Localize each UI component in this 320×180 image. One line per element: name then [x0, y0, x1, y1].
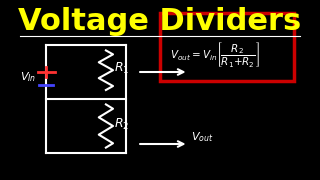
- Text: $R_2$: $R_2$: [115, 117, 130, 132]
- Text: Voltage Dividers: Voltage Dividers: [18, 7, 302, 36]
- Text: $V_{In}$: $V_{In}$: [20, 71, 37, 84]
- Text: $V_{out} = V_{in}\left[\dfrac{R_2}{R_1{+}R_2}\right]$: $V_{out} = V_{in}\left[\dfrac{R_2}{R_1{+…: [170, 40, 260, 69]
- Text: $V_{out}$: $V_{out}$: [191, 130, 214, 144]
- Text: $R_1$: $R_1$: [115, 61, 130, 76]
- Bar: [160, 13, 294, 81]
